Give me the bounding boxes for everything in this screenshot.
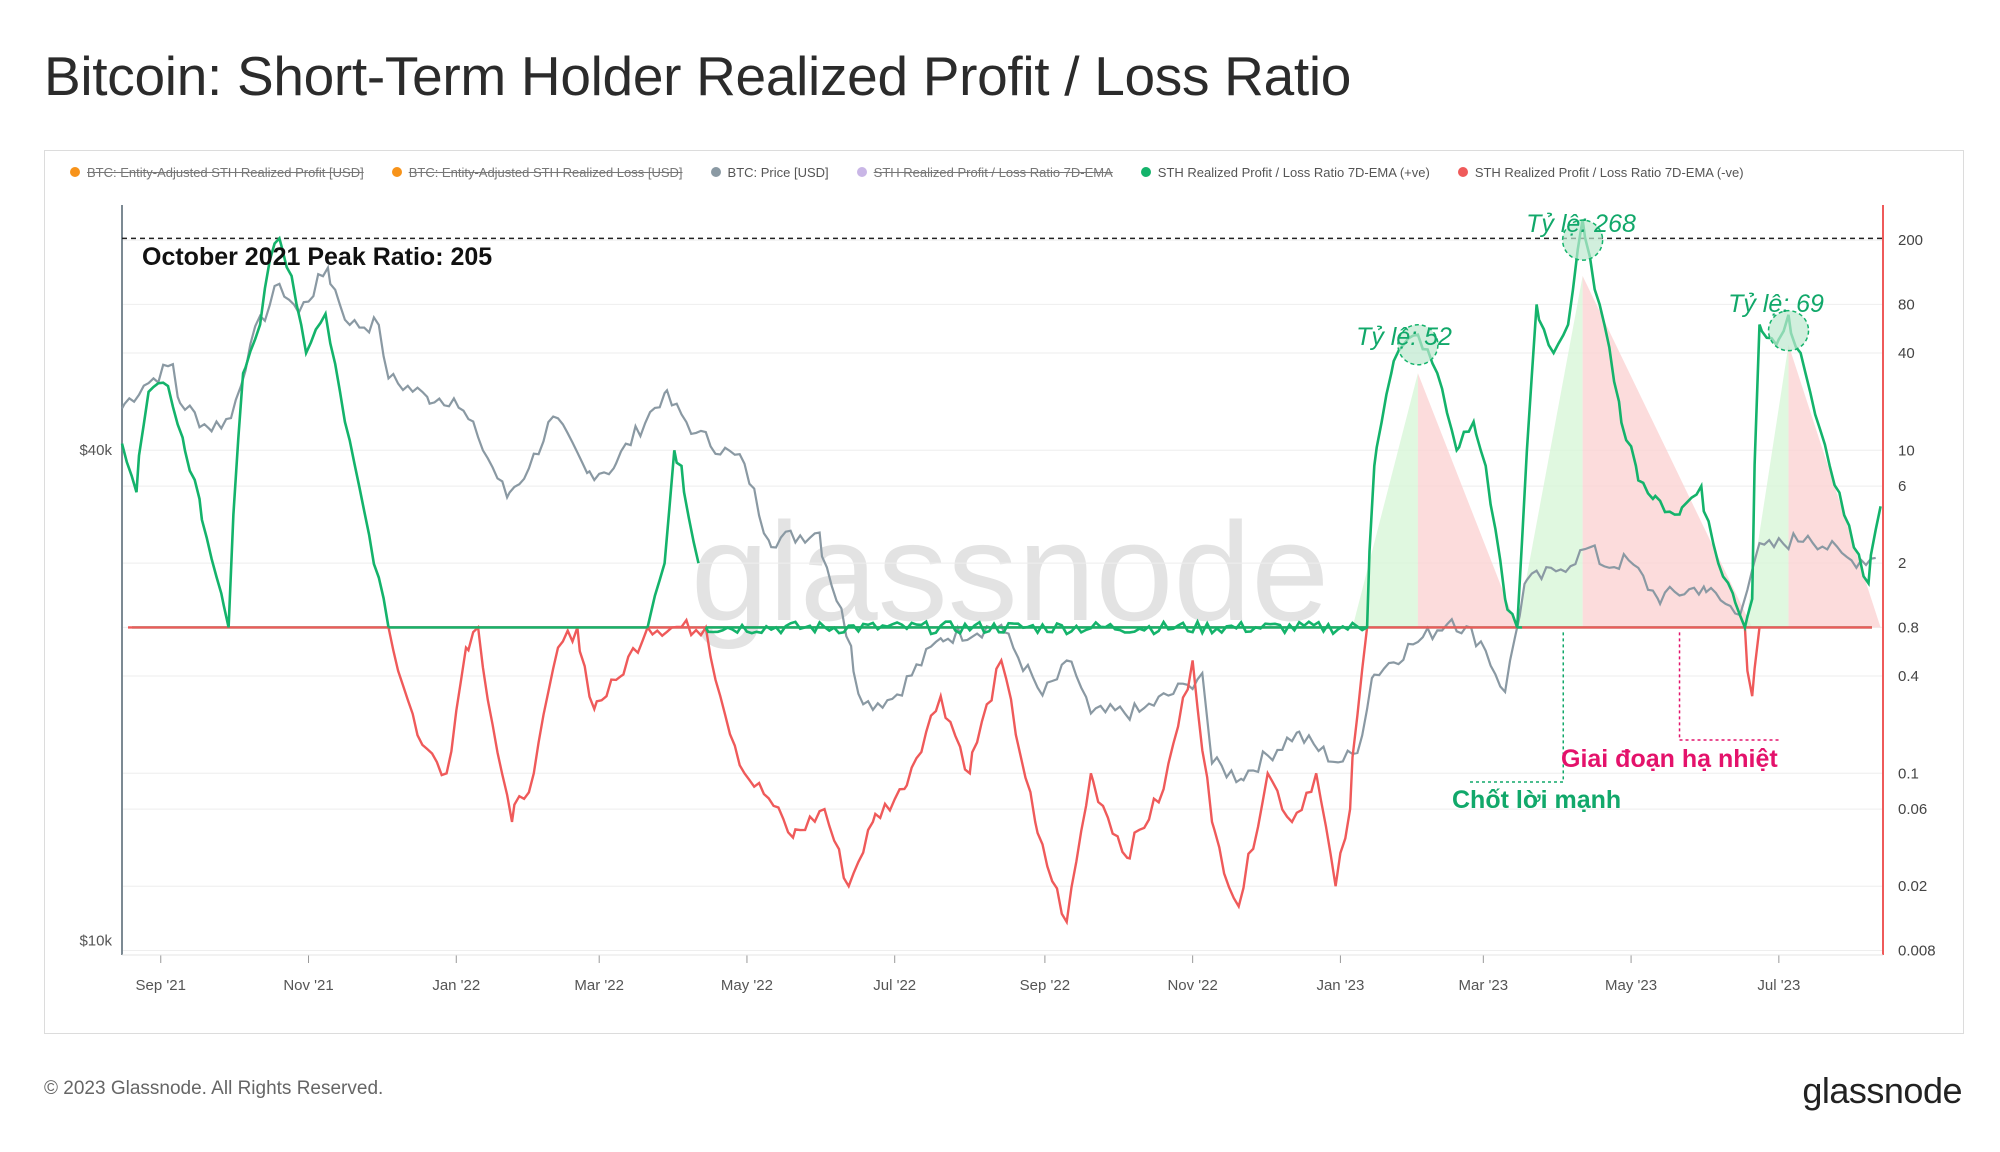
x-axis-tick: Jan '23 xyxy=(1316,977,1364,994)
legend-swatch xyxy=(391,167,402,177)
cooling-phase-label: Giai đoạn hạ nhiệt xyxy=(1561,745,1778,773)
legend-label: BTC: Price [USD] xyxy=(727,164,829,180)
legend-swatch xyxy=(1140,167,1151,177)
legend-label: BTC: Entity-Adjusted STH Realized Loss [… xyxy=(408,164,683,180)
peak-69-marker xyxy=(1767,309,1810,352)
legend-label: STH Realized Profit / Loss Ratio 7D-EMA … xyxy=(1474,164,1744,180)
axes: 0.008 0.02 0.06 0.1 0.4 0.8 2 6 10 40 80 200 $10k $40… xyxy=(79,205,1936,994)
ratio-positive-line xyxy=(120,235,390,628)
x-axis-tick: Mar '23 xyxy=(1459,977,1509,994)
right-axis-tick: 2 xyxy=(1898,555,1906,572)
legend-item[interactable]: STH Realized Profit / Loss Ratio 7D-EMA … xyxy=(1457,162,1744,182)
legend-item[interactable]: BTC: Entity-Adjusted STH Realized Profit… xyxy=(70,162,364,182)
profit-phase-fill xyxy=(1744,344,1789,628)
annotation-fills xyxy=(1352,275,1881,628)
left-axis-tick: $10k xyxy=(79,933,112,950)
legend-item[interactable]: STH Realized Profit / Loss Ratio 7D-EMA xyxy=(856,162,1113,182)
profit-phase-fill xyxy=(1352,373,1418,628)
right-axis-tick: 6 xyxy=(1898,478,1906,495)
right-axis-tick: 40 xyxy=(1898,345,1915,362)
right-axis-tick: 0.02 xyxy=(1898,878,1927,895)
legend-item[interactable]: BTC: Price [USD] xyxy=(710,162,829,182)
profit-phase-fill xyxy=(1517,275,1583,628)
ratio-negative-line xyxy=(1743,627,1761,697)
copyright: © 2023 Glassnode. All Rights Reserved. xyxy=(44,1078,384,1099)
legend-swatch xyxy=(1457,167,1468,177)
x-axis-tick: Mar '22 xyxy=(574,977,624,994)
page-title: Bitcoin: Short-Term Holder Realized Prof… xyxy=(44,45,1352,107)
series xyxy=(120,219,1882,926)
ratio-268-label: Tỷ lệ: 268 xyxy=(1526,210,1636,238)
cooling-phase-fill xyxy=(1417,373,1518,628)
peak-ratio-label: October 2021 Peak Ratio: 205 xyxy=(142,243,492,271)
ratio-69-label: Tỷ lệ: 69 xyxy=(1728,290,1824,318)
cooling-phase-fill xyxy=(1788,344,1881,628)
ratio-positive-line xyxy=(646,450,700,628)
legend-label: BTC: Entity-Adjusted STH Realized Profit… xyxy=(87,164,364,180)
ratio-negative-line xyxy=(387,617,1369,926)
glassnode-logo: glassnode xyxy=(1802,1070,1962,1111)
cooling-phase-fill xyxy=(1582,275,1753,628)
peak-52-marker xyxy=(1397,324,1439,366)
right-axis-tick: 0.8 xyxy=(1898,619,1919,636)
x-axis-tick: Sep '21 xyxy=(136,977,186,994)
x-axis-tick: Jul '22 xyxy=(873,977,916,994)
peak-268-marker xyxy=(1561,219,1604,261)
left-axis-tick: $40k xyxy=(79,442,112,459)
right-axis-tick: 80 xyxy=(1898,296,1915,313)
right-axis-tick: 0.4 xyxy=(1898,668,1919,685)
legend-swatch xyxy=(710,167,721,177)
legend-item[interactable]: BTC: Entity-Adjusted STH Realized Loss [… xyxy=(391,162,683,182)
x-axis-tick: Nov '21 xyxy=(283,977,333,994)
legend-label: STH Realized Profit / Loss Ratio 7D-EMA xyxy=(873,164,1113,180)
x-axis-tick: Jul '23 xyxy=(1757,977,1800,994)
legend-swatch xyxy=(70,167,80,177)
x-axis-tick: Jan '22 xyxy=(432,977,480,994)
x-axis-tick: May '23 xyxy=(1605,977,1657,994)
right-axis-tick: 0.008 xyxy=(1898,942,1936,959)
right-axis-tick: 10 xyxy=(1898,442,1915,459)
annotations: October 2021 Peak Ratio: 205 Tỷ lệ: 52 T… xyxy=(142,210,1824,814)
profit-taking-label: Chốt lời mạnh xyxy=(1452,786,1621,814)
x-axis-tick: Sep '22 xyxy=(1020,977,1070,994)
right-axis-tick: 0.06 xyxy=(1898,801,1927,818)
x-axis-tick: Nov '22 xyxy=(1167,977,1217,994)
x-axis-tick: May '22 xyxy=(721,977,773,994)
chart-legend: BTC: Entity-Adjusted STH Realized Profit… xyxy=(70,162,1744,182)
legend-swatch xyxy=(856,167,867,177)
legend-label: STH Realized Profit / Loss Ratio 7D-EMA … xyxy=(1157,164,1430,180)
right-axis-tick: 200 xyxy=(1898,232,1923,249)
legend-item[interactable]: STH Realized Profit / Loss Ratio 7D-EMA … xyxy=(1140,162,1430,182)
chart-frame xyxy=(44,150,1964,1034)
right-axis-tick: 0.1 xyxy=(1898,765,1919,782)
ratio-52-label: Tỷ lệ: 52 xyxy=(1356,323,1452,351)
